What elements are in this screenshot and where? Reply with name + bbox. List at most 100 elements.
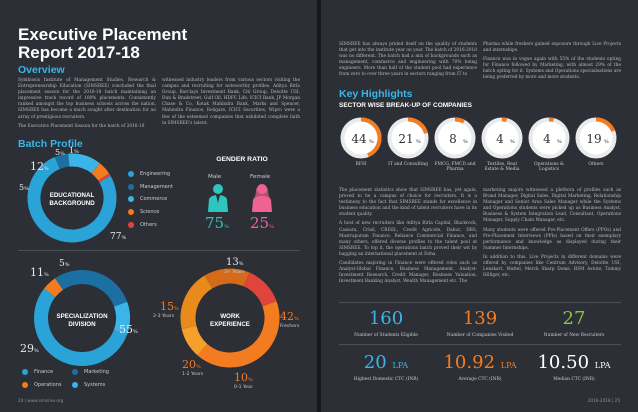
legend-label: Others <box>140 221 157 228</box>
exp-name-three-plus: 3+ Years <box>224 270 245 275</box>
legend-label: Marketing <box>84 369 109 376</box>
sector-label-5: Operations & Logistics <box>534 162 564 173</box>
slice-marketing <box>55 270 128 307</box>
sector-label-4: Textiles, Real Estate & Media <box>484 162 520 173</box>
legend-management: Management <box>128 181 173 194</box>
sector-label-3: FMCG, FMCD and Pharma <box>434 162 476 173</box>
legend-dot <box>128 209 134 216</box>
slice-3-years <box>243 272 277 307</box>
slice-freshers <box>197 301 280 368</box>
right-page: SIMSREE has always prided itself on the … <box>321 0 638 412</box>
slice-2-3-years <box>204 268 250 289</box>
stat-students-eligible-label: Number of Students Eligible <box>354 333 418 338</box>
ring-face <box>438 121 472 155</box>
overview-para-1: Symbiosis Institute of Management Studie… <box>18 78 156 120</box>
legend-systems: Systems <box>72 379 122 392</box>
key-highlights-heading: Key Highlights <box>339 88 413 100</box>
exp-label-freshers: 42% <box>280 310 299 323</box>
ring-unit: % <box>604 139 609 145</box>
sector-label-6: Others <box>588 162 604 167</box>
ring-arc <box>595 117 616 133</box>
legend-label: Management <box>140 183 173 190</box>
experience-center-label: WORK EXPERIENCE <box>210 313 250 328</box>
sector-ring-5: 4% <box>528 117 570 159</box>
sector-label-1: BFSI <box>355 162 367 167</box>
stat-highest-ctc: 20 LPA <box>363 352 409 373</box>
slice-commerce <box>68 153 100 174</box>
ring-unit: % <box>416 139 421 145</box>
ring-value: 21 <box>398 132 413 146</box>
legend-dot <box>22 369 28 376</box>
body-para-5: Many students were offered Pre-Placement… <box>483 227 621 251</box>
ring-arc <box>454 117 465 124</box>
male-icon <box>208 184 228 212</box>
exp-label-zero-one: 10% <box>234 371 253 384</box>
legend-label: Operations <box>34 381 62 388</box>
body-para-6: In addition to this, Live Projects in di… <box>483 254 621 279</box>
ring-value: 4 <box>543 132 551 146</box>
stat-new-recruiters-label: Number of New Recruiters <box>543 333 605 338</box>
exp-name-zero-one: 0-1 Year <box>234 385 253 390</box>
edu-label-science: 5% <box>55 148 65 157</box>
left-page-number: 24 <box>18 398 24 403</box>
page-gutter <box>317 0 321 412</box>
legend-label: Commerce <box>140 196 168 203</box>
legend-dot <box>72 381 78 388</box>
sector-ring-3: 8% <box>434 117 476 159</box>
body-para-1: The placement statistics show that SIMSR… <box>339 188 477 218</box>
left-page: Executive Placement Report 2017-18 Overv… <box>0 0 317 412</box>
stats-divider-top <box>339 302 621 303</box>
legend-label: Engineering <box>140 171 170 178</box>
ring-arc <box>360 117 382 158</box>
female-icon <box>252 184 272 212</box>
ring-value: 4 <box>496 132 504 146</box>
edu-label-commerce: 12% <box>30 160 49 173</box>
overview-para-3: witnessed industry leaders from various … <box>162 78 300 126</box>
legend-engineering: Engineering <box>128 168 173 181</box>
edu-label-others: 1% <box>69 146 79 155</box>
edu-label-management: 5% <box>19 183 29 192</box>
ring-face <box>391 121 425 155</box>
intro-para-3: Finance was in vogue again with 55% of t… <box>483 57 621 81</box>
slice-0-1-year <box>181 325 208 356</box>
sector-ring-2: 21% <box>387 117 429 159</box>
ring-arc <box>407 117 428 135</box>
overview-col1: Symbiosis Institute of Management Studie… <box>18 78 156 133</box>
specialization-center-label: SPECIALIZATION DIVISION <box>56 313 108 328</box>
slice-others <box>98 173 111 183</box>
sector-breakup-subheading: SECTOR WISE BREAK-UP OF COMPANIES <box>339 102 472 109</box>
right-footer: 2016-2018 | 25 <box>587 398 620 403</box>
education-legend: Engineering Management Commerce Science … <box>128 168 173 231</box>
ring-face <box>344 121 378 155</box>
specialization-legend: Finance Marketing Operations Systems <box>22 366 132 391</box>
legend-dot <box>22 381 28 388</box>
legend-others: Others <box>128 218 173 231</box>
footer-url[interactable]: www.simsree.org <box>27 398 64 403</box>
batch-profile-heading: Batch Profile <box>18 138 83 150</box>
legend-label: Finance <box>34 369 54 376</box>
page-title: Executive Placement Report 2017-18 <box>18 25 188 62</box>
body-para-2: A host of new recruiters like Aditya Bir… <box>339 221 477 257</box>
ring-value: 8 <box>449 132 457 146</box>
exp-name-freshers: Freshers <box>280 324 300 329</box>
body-para-3: Candidates majoring in Finance were offe… <box>339 261 477 285</box>
legend-dot <box>128 221 134 228</box>
stat-median-ctc-label: Median CTC (INR) <box>553 377 595 382</box>
exp-name-two-three: 2-3 Years <box>153 314 175 319</box>
education-donut-chart <box>27 153 117 243</box>
intro-para-2: Pharma while freshers gained exposure th… <box>483 42 621 54</box>
slice-finance <box>34 288 128 366</box>
overview-col2: witnessed industry leaders from various … <box>162 78 300 130</box>
spec-label-finance: 55% <box>119 323 138 336</box>
ring-arc <box>501 117 508 123</box>
slice-engineering <box>27 157 117 243</box>
body-col1: The placement statistics show that SIMSR… <box>339 188 477 288</box>
body-col2: marketing majors witnessed a plethora of… <box>483 188 621 282</box>
stat-median-ctc: 10.50 LPA <box>537 352 611 373</box>
spec-label-operations: 5% <box>59 259 70 269</box>
sector-ring-1: 44% <box>340 117 382 159</box>
spec-label-marketing: 29% <box>20 342 39 355</box>
exp-label-three-plus: 13% <box>226 257 244 268</box>
female-label: Female <box>250 174 271 180</box>
